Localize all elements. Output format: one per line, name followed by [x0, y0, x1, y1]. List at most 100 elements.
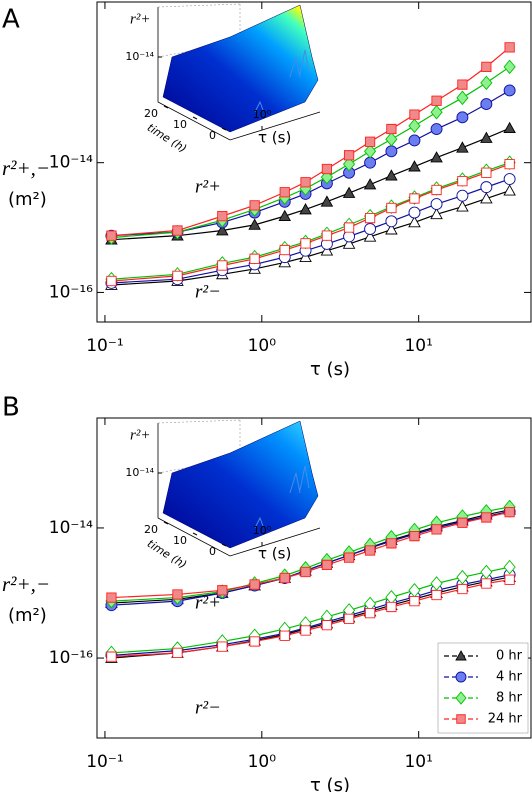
marker: [363, 143, 377, 159]
marker: [106, 651, 117, 662]
marker: [431, 589, 442, 601]
marker: [456, 569, 469, 585]
marker: [481, 512, 492, 523]
marker: [216, 224, 229, 236]
inset-x-label: τ (s): [258, 129, 291, 147]
marker: [480, 131, 493, 143]
marker: [364, 608, 376, 619]
y-axis-unit: (m²): [8, 605, 47, 626]
marker: [504, 159, 515, 170]
marker: [409, 530, 420, 542]
x-tick-label: 10⁰: [248, 336, 277, 356]
inset-z-label: r²+: [130, 427, 150, 443]
x-tick-label: 10⁻¹: [86, 336, 123, 356]
inset-z-label: r²+: [130, 11, 150, 27]
marker: [386, 123, 397, 135]
marker: [456, 141, 469, 153]
marker: [385, 169, 398, 181]
marker: [408, 206, 421, 219]
inset-y-tick-label: 0: [209, 545, 216, 558]
x-axis-label: τ (s): [310, 359, 350, 380]
marker: [279, 244, 290, 256]
marker: [456, 200, 469, 212]
marker: [320, 244, 334, 256]
curve-annotation: r²−: [195, 697, 221, 718]
marker: [249, 200, 260, 211]
marker: [278, 209, 291, 221]
marker: [457, 517, 468, 528]
y-axis-label: r²+,−: [2, 572, 50, 596]
marker: [457, 79, 468, 90]
marker: [363, 230, 377, 242]
inset-ridges: [254, 465, 310, 529]
marker: [430, 104, 443, 120]
marker: [248, 218, 261, 230]
marker: [385, 223, 398, 235]
marker: [386, 601, 397, 613]
marker: [408, 118, 421, 134]
y-axis-label: r²+,−: [2, 156, 50, 180]
marker: [342, 237, 356, 249]
x-axis-label: τ (s): [310, 775, 350, 792]
marker: [321, 559, 333, 571]
marker: [503, 84, 516, 97]
marker: [364, 212, 376, 224]
marker: [386, 202, 397, 214]
marker: [300, 177, 311, 188]
y-tick-label: 10⁻¹⁴: [49, 153, 93, 173]
legend-label: 4 hr: [496, 670, 523, 685]
marker: [385, 131, 398, 147]
marker: [481, 167, 492, 178]
y-tick-label: 10⁻¹⁶: [49, 282, 93, 302]
marker: [217, 585, 228, 596]
marker: [363, 178, 377, 190]
inset-y-tick: [221, 543, 227, 547]
marker: [364, 156, 377, 169]
inset-y-tick: [192, 116, 198, 120]
marker: [430, 198, 443, 210]
marker: [456, 189, 469, 202]
inset-x-tick-label: 10⁰: [253, 108, 272, 121]
marker: [300, 625, 311, 636]
inset-y-tick: [221, 127, 227, 131]
legend-marker: [456, 714, 466, 724]
marker: [431, 184, 442, 196]
marker: [480, 75, 493, 91]
marker: [106, 592, 117, 603]
marker: [342, 156, 356, 172]
legend-marker: [455, 671, 467, 683]
curve-annotation: r²+: [195, 176, 221, 197]
marker: [504, 42, 515, 53]
marker: [279, 187, 290, 198]
marker: [279, 572, 290, 584]
marker: [385, 145, 398, 158]
inset-y-tick: [163, 105, 169, 109]
inset-y-tick-label: 10: [173, 534, 187, 547]
curve-annotation: r²+: [195, 592, 221, 613]
marker: [249, 579, 260, 590]
marker: [342, 186, 356, 198]
marker: [321, 620, 333, 631]
marker: [343, 552, 355, 563]
marker: [249, 253, 260, 264]
inset-y-tick-label: 20: [144, 523, 158, 536]
legend-marker: [455, 650, 467, 661]
marker: [409, 595, 420, 607]
inset-z-tick-label: 10⁻¹⁴: [125, 50, 154, 63]
marker: [408, 134, 421, 147]
inset-y-tick-label: 10: [173, 118, 187, 131]
marker: [249, 636, 260, 647]
marker: [217, 211, 228, 222]
inset-x-label: τ (s): [258, 545, 291, 563]
legend-label: 24 hr: [488, 712, 523, 727]
marker: [503, 559, 516, 575]
plot-frame: [96, 1, 532, 323]
marker: [172, 270, 183, 281]
inset-ridges: [254, 49, 310, 113]
inset-z-tick-label: 10⁻¹⁴: [125, 466, 154, 479]
marker: [480, 181, 493, 193]
marker: [504, 574, 515, 585]
marker: [343, 166, 356, 179]
y-axis-unit: (m²): [8, 189, 47, 210]
